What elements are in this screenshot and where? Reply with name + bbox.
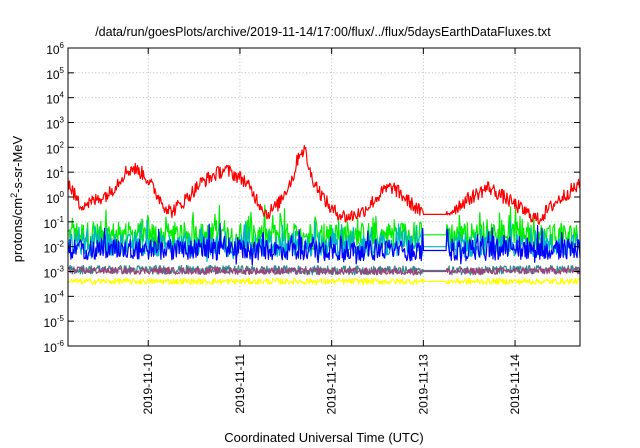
- y-tick-label: 105: [46, 66, 64, 82]
- series-line: [67, 223, 581, 266]
- y-tick-base: 10: [46, 142, 60, 156]
- y-tick-label: 10-6: [44, 339, 65, 355]
- y-axis: 10-610-510-410-310-210-11001011021031041…: [44, 41, 580, 355]
- y-tick-base: 10: [46, 118, 60, 132]
- y-axis-label-base: protons/cm: [10, 198, 25, 262]
- y-tick-base: 10: [46, 43, 60, 57]
- series-line: [67, 204, 581, 258]
- chart-title: /data/run/goesPlots/archive/2019-11-14/1…: [95, 25, 551, 39]
- y-tick-base: 10: [46, 167, 60, 181]
- x-tick-label: 2019-11-14: [508, 354, 522, 415]
- y-tick-base: 10: [46, 93, 60, 107]
- y-tick-exponent: 0: [60, 190, 65, 199]
- y-tick-base: 10: [44, 341, 58, 355]
- y-tick-label: 102: [46, 140, 64, 156]
- y-tick-exponent: -1: [57, 215, 65, 224]
- y-axis-label-sup: 2: [9, 193, 19, 198]
- y-axis-label: protons/cm2-s-sr-MeV: [9, 135, 25, 262]
- y-tick-label: 104: [46, 91, 64, 107]
- y-tick-label: 10-3: [44, 265, 65, 281]
- x-axis-label: Coordinated Universal Time (UTC): [224, 430, 423, 445]
- plot-area: [67, 145, 581, 285]
- y-tick-base: 10: [44, 217, 58, 231]
- y-tick-label: 103: [46, 116, 64, 132]
- series-line: [67, 277, 581, 285]
- y-tick-exponent: -6: [57, 339, 65, 348]
- x-tick-label: 2019-11-12: [325, 354, 339, 415]
- y-tick-exponent: 4: [60, 91, 65, 100]
- y-axis-label-rest: -s-sr-MeV: [10, 135, 25, 192]
- y-tick-base: 10: [44, 242, 58, 256]
- x-tick-label: 2019-11-10: [141, 354, 155, 415]
- y-tick-label: 10-4: [44, 289, 65, 305]
- x-tick-label: 2019-11-13: [416, 354, 430, 415]
- x-tick-label: 2019-11-11: [233, 354, 247, 414]
- y-tick-label: 10-5: [44, 314, 65, 330]
- y-tick-exponent: 5: [60, 66, 65, 75]
- y-tick-exponent: -4: [57, 289, 65, 298]
- y-tick-base: 10: [44, 267, 58, 281]
- y-tick-exponent: -5: [57, 314, 65, 323]
- y-tick-exponent: -2: [57, 240, 65, 249]
- y-tick-exponent: 2: [60, 140, 65, 149]
- y-tick-label: 101: [46, 165, 64, 181]
- y-tick-label: 106: [46, 41, 64, 57]
- y-tick-base: 10: [44, 291, 58, 305]
- y-tick-label: 100: [46, 190, 64, 206]
- y-tick-label: 10-1: [44, 215, 65, 231]
- x-axis: 2019-11-10 2019-11-11 2019-11-12 2019-11-13…: [141, 48, 522, 415]
- y-tick-label: 10-2: [44, 240, 65, 256]
- y-tick-exponent: 1: [60, 165, 65, 174]
- series-line: [67, 145, 581, 225]
- y-tick-exponent: 3: [60, 116, 65, 125]
- y-tick-base: 10: [44, 316, 58, 330]
- y-tick-base: 10: [46, 192, 60, 206]
- series-line: [67, 266, 581, 276]
- y-tick-base: 10: [46, 68, 60, 82]
- y-tick-exponent: -3: [57, 265, 65, 274]
- y-tick-exponent: 6: [60, 41, 65, 50]
